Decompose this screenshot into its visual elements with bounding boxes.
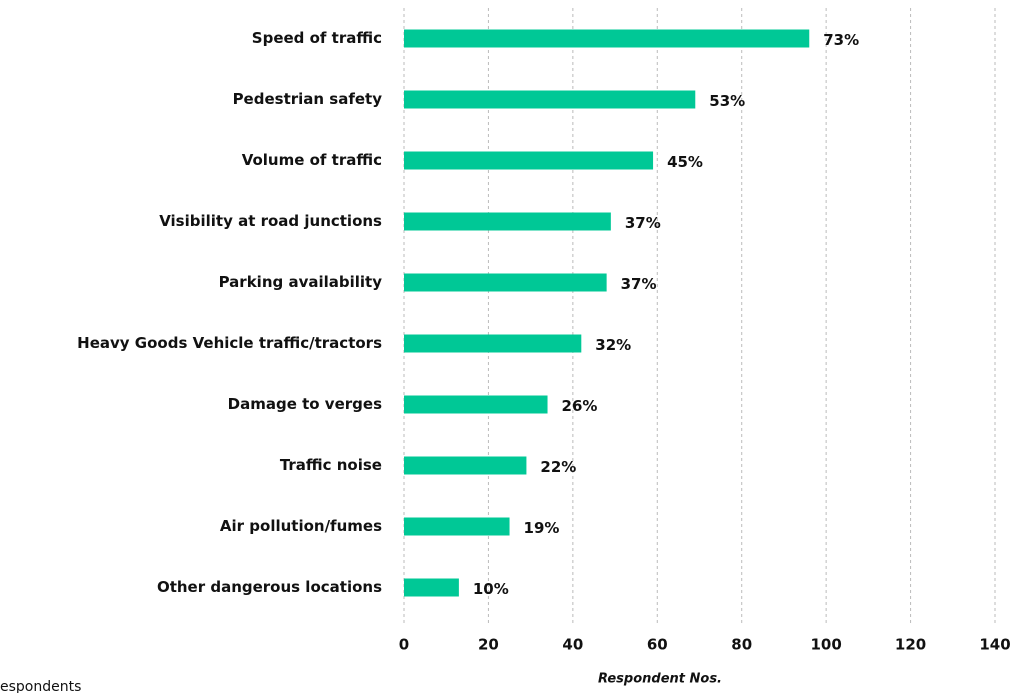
y-tick-label: Traffic noise bbox=[280, 456, 382, 474]
x-tick-label: 20 bbox=[478, 636, 499, 654]
value-label: 22% bbox=[540, 458, 576, 476]
value-label: 73% bbox=[823, 31, 859, 49]
value-label: 19% bbox=[524, 519, 560, 537]
value-label: 32% bbox=[595, 336, 631, 354]
value-label: 10% bbox=[473, 580, 509, 598]
x-tick-label: 40 bbox=[562, 636, 583, 654]
y-tick-label: Volume of traffic bbox=[242, 151, 382, 169]
y-tick-label: Heavy Goods Vehicle traffic/tractors bbox=[77, 334, 382, 352]
y-tick-label: Damage to verges bbox=[228, 395, 382, 413]
bar bbox=[404, 29, 810, 48]
value-label: 37% bbox=[625, 214, 661, 232]
bar bbox=[404, 517, 510, 536]
bar bbox=[404, 456, 527, 475]
bar bbox=[404, 578, 459, 597]
x-axis-label: Respondent Nos. bbox=[598, 672, 722, 687]
bar bbox=[404, 90, 696, 109]
y-tick-label: Parking availability bbox=[219, 273, 383, 291]
y-tick-label: Visibility at road junctions bbox=[159, 212, 382, 230]
x-tick-label: 100 bbox=[810, 636, 841, 654]
y-tick-label: Pedestrian safety bbox=[233, 90, 383, 108]
bar bbox=[404, 334, 582, 353]
bar bbox=[404, 273, 607, 292]
bar bbox=[404, 212, 611, 231]
footnote: espondents bbox=[0, 679, 81, 693]
value-label: 26% bbox=[562, 397, 598, 415]
x-tick-label: 120 bbox=[895, 636, 926, 654]
bar bbox=[404, 151, 654, 170]
value-label: 53% bbox=[709, 92, 745, 110]
y-tick-label: Other dangerous locations bbox=[157, 578, 382, 596]
y-tick-label: Air pollution/fumes bbox=[220, 517, 382, 535]
value-label: 45% bbox=[667, 153, 703, 171]
x-tick-label: 140 bbox=[979, 636, 1010, 654]
value-label: 37% bbox=[621, 275, 657, 293]
x-tick-label: 0 bbox=[399, 636, 409, 654]
x-tick-label: 60 bbox=[647, 636, 668, 654]
x-tick-label: 80 bbox=[731, 636, 752, 654]
bar bbox=[404, 395, 548, 414]
y-tick-label: Speed of traffic bbox=[252, 29, 382, 47]
